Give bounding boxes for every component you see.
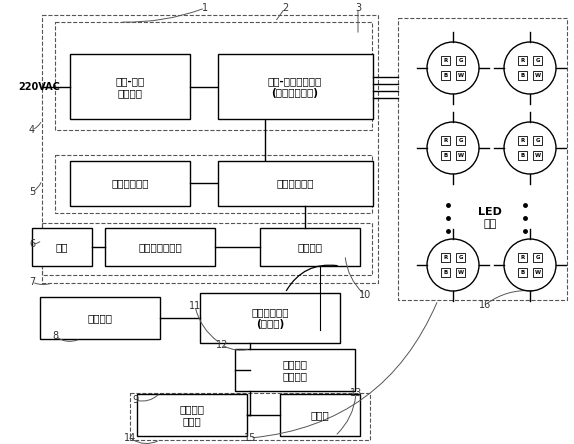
Bar: [200, 293, 340, 343]
Text: 集中控制单元
(上位机): 集中控制单元 (上位机): [251, 307, 289, 329]
Bar: [280, 394, 360, 436]
Text: 8: 8: [52, 331, 58, 341]
Bar: [456, 136, 465, 145]
Text: R: R: [520, 58, 525, 63]
Text: G: G: [458, 255, 463, 260]
Text: 14: 14: [124, 433, 136, 443]
Bar: [518, 151, 527, 160]
Text: G: G: [458, 138, 463, 143]
Text: 种植智库: 种植智库: [87, 313, 113, 323]
Text: R: R: [520, 138, 525, 143]
Bar: [533, 136, 542, 145]
Bar: [533, 151, 542, 160]
Text: B: B: [520, 73, 525, 78]
Bar: [533, 253, 542, 262]
Bar: [105, 228, 215, 266]
Text: W: W: [534, 270, 541, 275]
Text: G: G: [536, 138, 540, 143]
Bar: [518, 56, 527, 65]
Bar: [441, 253, 450, 262]
Text: 集成图像
处理器: 集成图像 处理器: [180, 404, 204, 426]
Text: 15: 15: [244, 433, 256, 443]
Text: W: W: [534, 153, 541, 158]
Bar: [441, 56, 450, 65]
Text: 交流-直流
变换模块: 交流-直流 变换模块: [115, 76, 145, 98]
Bar: [456, 71, 465, 80]
Bar: [130, 393, 370, 440]
Bar: [518, 268, 527, 277]
Bar: [533, 56, 542, 65]
Text: 6: 6: [29, 239, 35, 249]
Text: B: B: [443, 153, 448, 158]
Bar: [456, 56, 465, 65]
Bar: [70, 160, 190, 206]
Bar: [533, 71, 542, 80]
Text: 13: 13: [350, 388, 362, 398]
Bar: [441, 268, 450, 277]
Text: W: W: [457, 270, 464, 275]
Bar: [218, 160, 373, 206]
Text: 通信模块: 通信模块: [297, 242, 323, 252]
Text: LED
阵列: LED 阵列: [478, 207, 502, 229]
Text: B: B: [520, 153, 525, 158]
Text: 2: 2: [282, 3, 288, 13]
Bar: [42, 15, 378, 283]
Bar: [40, 297, 160, 339]
Bar: [260, 228, 360, 266]
Text: 光照强度
采集单元: 光照强度 采集单元: [282, 359, 308, 381]
Text: B: B: [443, 270, 448, 275]
Text: 数据存储模块: 数据存储模块: [111, 178, 149, 188]
Text: 电池: 电池: [56, 242, 68, 252]
Bar: [42, 223, 372, 275]
Bar: [441, 136, 450, 145]
Bar: [137, 394, 247, 436]
Bar: [456, 253, 465, 262]
Text: G: G: [536, 58, 540, 63]
Text: 7: 7: [29, 277, 35, 287]
Text: R: R: [443, 255, 448, 260]
Bar: [218, 55, 373, 119]
Text: 10: 10: [359, 290, 371, 300]
Text: W: W: [457, 153, 464, 158]
Text: 11: 11: [189, 301, 201, 311]
Text: 直流-直流变换模块
(四路恒流驱动): 直流-直流变换模块 (四路恒流驱动): [268, 76, 322, 98]
Text: R: R: [443, 58, 448, 63]
Bar: [441, 71, 450, 80]
Text: G: G: [536, 255, 540, 260]
Text: B: B: [443, 73, 448, 78]
Text: W: W: [534, 73, 541, 78]
Text: 9: 9: [132, 395, 138, 405]
Bar: [70, 55, 190, 119]
Text: 低功耗计时模块: 低功耗计时模块: [138, 242, 182, 252]
Text: R: R: [443, 138, 448, 143]
Text: R: R: [520, 255, 525, 260]
Bar: [55, 22, 372, 130]
Bar: [235, 349, 355, 391]
Bar: [456, 151, 465, 160]
Text: G: G: [458, 58, 463, 63]
Bar: [518, 136, 527, 145]
Bar: [518, 253, 527, 262]
Text: 1: 1: [202, 3, 208, 13]
Bar: [441, 151, 450, 160]
Text: 4: 4: [29, 125, 35, 135]
Bar: [32, 228, 92, 266]
Bar: [533, 268, 542, 277]
Bar: [518, 71, 527, 80]
Bar: [55, 155, 372, 213]
Text: B: B: [520, 270, 525, 275]
Bar: [456, 268, 465, 277]
Text: W: W: [457, 73, 464, 78]
Text: 5: 5: [29, 187, 35, 197]
Text: 16: 16: [479, 300, 491, 310]
Bar: [398, 18, 567, 300]
Text: 数字控制模块: 数字控制模块: [276, 178, 314, 188]
Text: 摄像头: 摄像头: [311, 410, 329, 420]
Text: 12: 12: [216, 340, 228, 350]
Text: 3: 3: [355, 3, 361, 13]
Text: 220VAC: 220VAC: [18, 82, 60, 92]
